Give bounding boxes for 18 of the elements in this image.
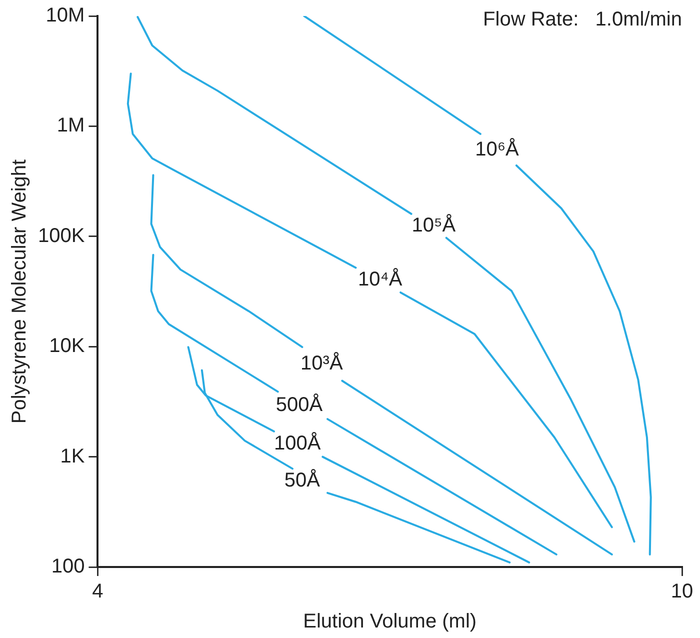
y-tick-label: 100 [51, 556, 85, 578]
series-label: 50Å [284, 468, 321, 492]
series-label: 10⁶Å [475, 137, 520, 160]
series-label: 10⁴Å [358, 268, 403, 291]
series-label: 500Å [276, 392, 324, 416]
annotation: Flow Rate: 1.0ml/min [483, 8, 682, 31]
x-axis-title: Elution Volume (ml) [303, 610, 477, 633]
y-tick-label: 100K [38, 224, 86, 247]
series-label: 100Å [274, 432, 322, 455]
y-tick-label: 10K [49, 335, 86, 358]
series-label: 10³Å [300, 351, 344, 374]
y-axis-title: Polystyrene Molecular Weight [8, 158, 31, 424]
y-tick-label: 10M [46, 4, 85, 27]
series-label: 10⁵Å [412, 213, 456, 236]
y-tick-label: 1K [60, 445, 86, 468]
x-tick-label: 4 [92, 580, 104, 603]
x-tick-label: 10 [670, 580, 694, 603]
y-tick-label: 1M [56, 114, 85, 137]
